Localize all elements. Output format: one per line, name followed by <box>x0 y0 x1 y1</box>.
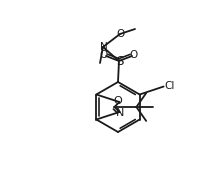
Text: O: O <box>99 50 108 59</box>
Text: O: O <box>113 96 122 107</box>
Text: O: O <box>129 50 137 59</box>
Text: O: O <box>116 28 124 38</box>
Text: N: N <box>100 42 107 52</box>
Text: S: S <box>115 54 123 67</box>
Text: N: N <box>115 108 124 118</box>
Text: Cl: Cl <box>164 81 174 91</box>
